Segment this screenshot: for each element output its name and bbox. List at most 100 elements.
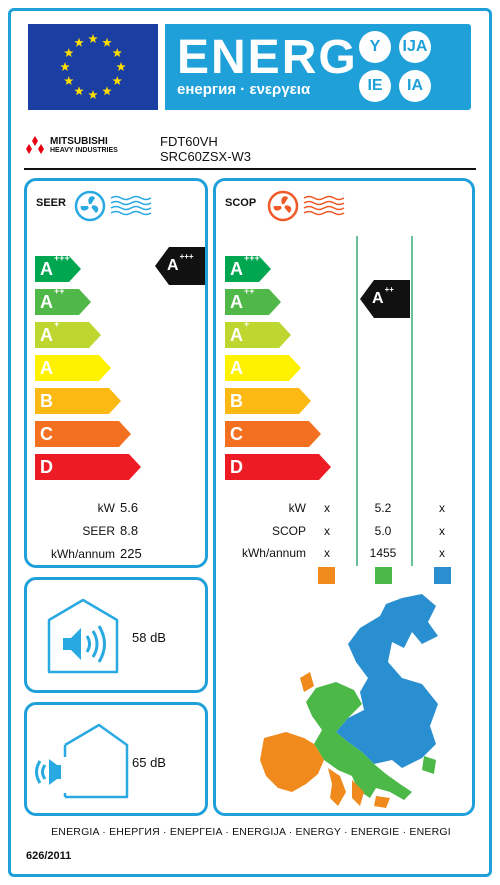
cooling-rating-badge: A +++ — [155, 247, 205, 285]
indoor-noise-panel: 58 dB — [24, 577, 208, 693]
eu-stars-icon — [60, 34, 126, 99]
eu-star-icon — [64, 48, 74, 57]
eu-star-icon — [102, 86, 112, 96]
heat-scop-average: 5.0 — [374, 524, 392, 538]
scale-arrow-b: B — [35, 388, 121, 414]
eu-star-icon — [116, 62, 126, 71]
zone-divider-1 — [356, 236, 358, 566]
energy-subtitle: енергия · ενεργεια — [177, 81, 311, 98]
three-diamonds-logo-icon — [26, 136, 44, 154]
scale-arrow-a: A — [225, 355, 301, 381]
eu-flag — [28, 24, 158, 110]
scale-class-plus: + — [54, 318, 60, 329]
eu-star-icon — [74, 86, 84, 96]
scale-class-letter: B — [230, 390, 243, 411]
zone-swatch-colder — [318, 567, 335, 584]
map-zone-average — [306, 682, 436, 800]
energy-banner: ENERG енергия · ενεργεια Y IJA IE IA — [165, 24, 471, 110]
cooling-panel: SEER A +++ A ++ A + A B C D A +++ kW 5.6 SEER 8.8 … — [24, 178, 208, 568]
scale-arrow-a-2plus: A ++ — [35, 285, 91, 315]
brand-name: MITSUBISHI — [50, 136, 108, 147]
cooling-rating-plus: +++ — [179, 252, 194, 261]
energy-languages-footer: ENERGIA · ЕНЕРГИЯ · ΕΝΕΡΓΕΙΑ · ENERGIJA … — [51, 826, 451, 838]
cool-seer-value: 8.8 — [120, 523, 139, 538]
eu-star-icon — [88, 90, 98, 99]
model-identifier: FDT60VH SRC60ZSX-W3 — [160, 134, 251, 164]
scale-class-letter: A — [40, 258, 53, 279]
eu-star-icon — [112, 48, 122, 57]
scale-class-letter: A — [230, 357, 243, 378]
indoor-noise-value: 58 dB — [132, 630, 166, 645]
language-bubble-y: Y — [359, 31, 391, 63]
scale-class-plus: ++ — [244, 285, 255, 296]
eu-star-icon — [88, 34, 98, 43]
scale-arrow-d: D — [35, 454, 141, 480]
scale-arrow-a-1plus: A + — [35, 318, 101, 348]
language-bubble-ija: IJA — [399, 31, 431, 63]
heat-scop-warmer: x — [439, 524, 445, 538]
heat-scop-label: SCOP — [271, 524, 306, 538]
cool-seer-label: SEER — [82, 524, 115, 538]
map-zone-warmer — [260, 672, 390, 808]
cooling-fan-icon — [74, 190, 152, 222]
scale-class-plus: +++ — [54, 252, 70, 263]
eu-star-icon — [102, 37, 112, 47]
language-bubble-ie: IE — [359, 70, 391, 102]
scale-arrow-a-2plus: A ++ — [225, 285, 281, 315]
scale-class-letter: B — [40, 390, 53, 411]
label-frame — [8, 8, 492, 877]
language-bubble-ia: IA — [399, 70, 431, 102]
supplier-brand: MITSUBISHI HEAVY INDUSTRIES — [24, 136, 118, 156]
scale-class-letter: A — [230, 258, 243, 279]
outdoor-noise-panel: 65 dB — [24, 702, 208, 816]
scale-arrow-a-1plus: A + — [225, 318, 291, 348]
scale-class-letter: A — [230, 291, 243, 312]
model-outdoor: SRC60ZSX-W3 — [160, 149, 252, 164]
model-indoor: FDT60VH — [160, 134, 218, 149]
scale-class-letter: D — [40, 456, 53, 477]
outdoor-unit-sound-icon — [35, 723, 129, 799]
heat-annual-label: kWh/annum — [241, 546, 306, 560]
regulation-number: 626/2011 — [26, 850, 72, 862]
scale-arrow-d: D — [225, 454, 331, 480]
scale-class-plus: ++ — [54, 285, 65, 296]
scale-arrow-c: C — [225, 421, 321, 447]
cool-kw-label: kW — [97, 501, 115, 515]
scale-class-letter: C — [40, 423, 53, 444]
outdoor-noise-value: 65 dB — [132, 755, 166, 770]
heat-annual-average: 1455 — [369, 546, 397, 560]
heating-fan-icon — [267, 190, 345, 222]
scop-title: SCOP — [225, 197, 257, 209]
heat-kw-average: 5.2 — [374, 501, 392, 515]
heat-annual-colder: x — [324, 546, 330, 560]
heat-scop-colder: x — [324, 524, 330, 538]
indoor-unit-sound-icon — [47, 598, 119, 674]
scale-class-plus: + — [244, 318, 250, 329]
scale-arrow-a-3plus: A +++ — [35, 252, 81, 282]
zone-divider-2 — [411, 236, 413, 566]
cool-annual-value: 225 — [120, 546, 142, 561]
heat-annual-warmer: x — [439, 546, 445, 560]
eu-star-icon — [74, 37, 84, 47]
heating-rating-plus: ++ — [384, 285, 394, 294]
cool-annual-label: kWh/annum — [50, 547, 115, 561]
europe-climate-map — [260, 594, 438, 808]
scale-class-letter: A — [40, 357, 53, 378]
scale-arrow-c: C — [35, 421, 131, 447]
eu-star-icon — [60, 62, 70, 71]
scale-class-letter: A — [230, 324, 243, 345]
scale-arrow-a: A — [35, 355, 111, 381]
brand-subname: HEAVY INDUSTRIES — [50, 147, 118, 154]
seer-title: SEER — [36, 197, 66, 209]
zone-swatch-warmer — [434, 567, 451, 584]
map-zone-colder — [336, 594, 438, 768]
heat-kw-label: kW — [288, 501, 306, 515]
scale-arrow-b: B — [225, 388, 311, 414]
supplier-divider — [24, 168, 476, 170]
energy-title: ENERG — [177, 31, 358, 84]
zone-swatch-average — [375, 567, 392, 584]
heating-rating-class: A — [372, 290, 384, 307]
scale-class-letter: A — [40, 291, 53, 312]
heat-kw-colder: x — [324, 501, 330, 515]
scale-class-letter: C — [230, 423, 243, 444]
